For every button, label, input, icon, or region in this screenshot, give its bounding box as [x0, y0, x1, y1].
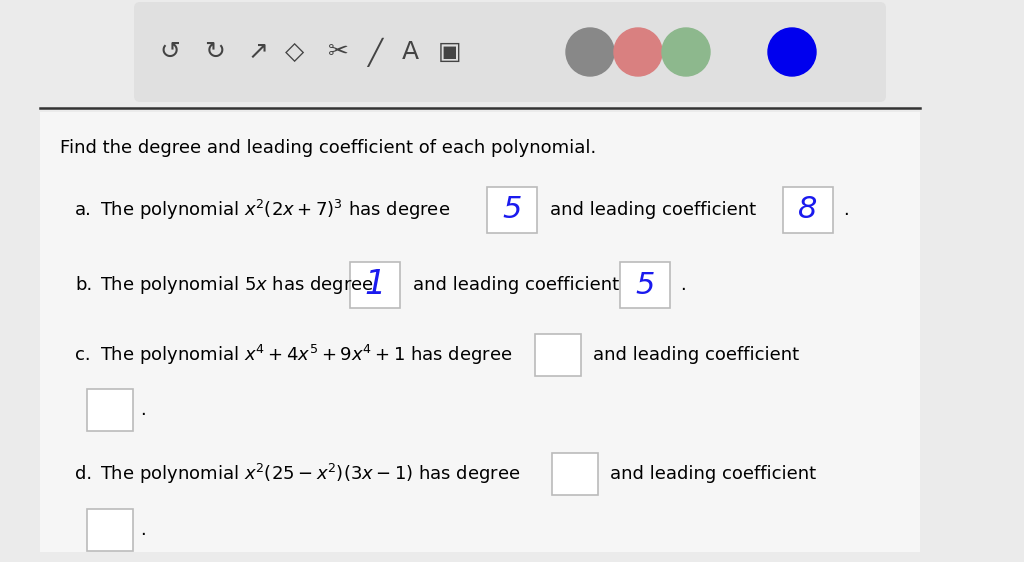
Text: 5: 5 — [503, 196, 521, 224]
Text: 8: 8 — [799, 196, 818, 224]
Text: ◇: ◇ — [286, 40, 304, 64]
Text: and leading coefficient: and leading coefficient — [550, 201, 756, 219]
Text: ╱: ╱ — [368, 38, 383, 67]
Text: 1: 1 — [365, 269, 386, 301]
Text: 5: 5 — [635, 270, 654, 300]
Bar — [620, 262, 670, 308]
Text: c.: c. — [75, 346, 91, 364]
Text: The polynomial $x^2\left(25 - x^2\right)(3x - 1)$ has degree: The polynomial $x^2\left(25 - x^2\right)… — [100, 462, 520, 486]
Text: .: . — [680, 276, 686, 294]
Text: d.: d. — [75, 465, 92, 483]
Bar — [350, 262, 400, 308]
Text: .: . — [140, 521, 145, 539]
Text: .: . — [843, 201, 849, 219]
Text: ↻: ↻ — [205, 40, 225, 64]
Text: a.: a. — [75, 201, 92, 219]
Text: ↗: ↗ — [248, 40, 268, 64]
Circle shape — [768, 28, 816, 76]
Text: The polynomial $5x$ has degree: The polynomial $5x$ has degree — [100, 274, 374, 296]
Bar — [783, 187, 833, 233]
Bar — [552, 453, 598, 495]
Bar — [87, 389, 133, 431]
Circle shape — [614, 28, 662, 76]
Text: and leading coefficient: and leading coefficient — [610, 465, 816, 483]
Text: ✂: ✂ — [328, 40, 348, 64]
Bar — [40, 112, 920, 552]
Bar — [535, 334, 581, 376]
Text: ▣: ▣ — [438, 40, 462, 64]
Text: The polynomial $x^4 + 4x^5 + 9x^4 + 1$ has degree: The polynomial $x^4 + 4x^5 + 9x^4 + 1$ h… — [100, 343, 512, 367]
Text: b.: b. — [75, 276, 92, 294]
Bar — [87, 509, 133, 551]
Text: and leading coefficient: and leading coefficient — [593, 346, 799, 364]
Text: and leading coefficient: and leading coefficient — [413, 276, 620, 294]
Text: A: A — [401, 40, 419, 64]
Bar — [487, 187, 537, 233]
Circle shape — [566, 28, 614, 76]
Text: .: . — [140, 401, 145, 419]
Text: ↺: ↺ — [160, 40, 180, 64]
Text: The polynomial $x^2(2x + 7)^3$ has degree: The polynomial $x^2(2x + 7)^3$ has degre… — [100, 198, 451, 222]
Circle shape — [662, 28, 710, 76]
FancyBboxPatch shape — [134, 2, 886, 102]
Text: Find the degree and leading coefficient of each polynomial.: Find the degree and leading coefficient … — [60, 139, 596, 157]
